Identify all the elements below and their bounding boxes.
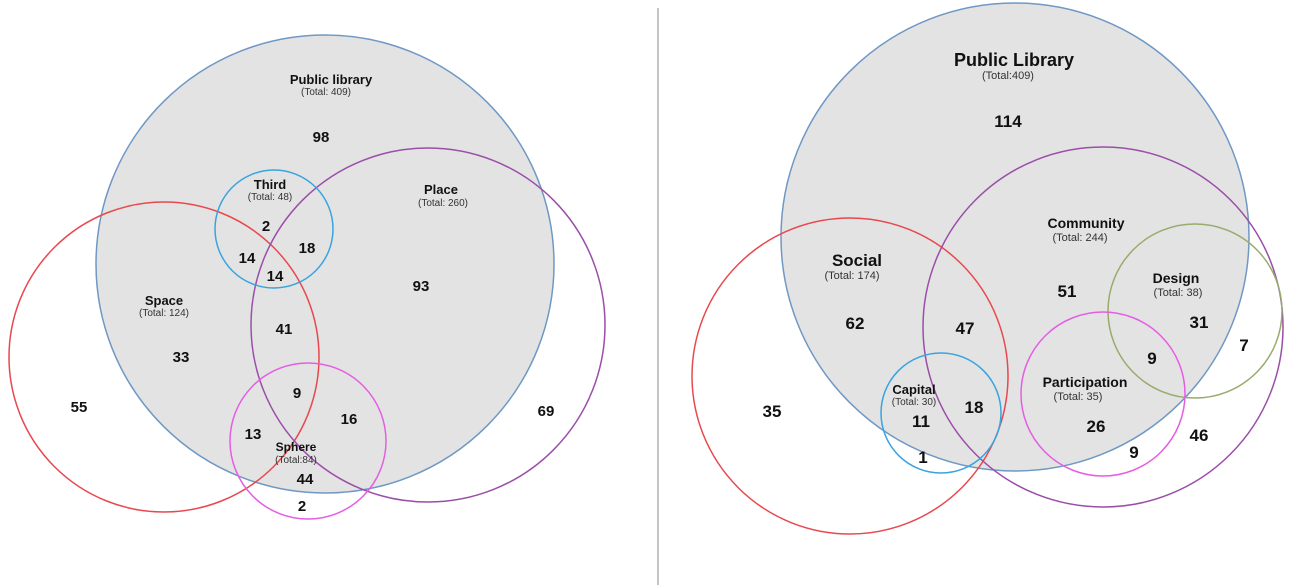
right-count-social-outside: 35 xyxy=(763,402,782,421)
left-count-third-only: 2 xyxy=(262,218,270,235)
right-public-library-total: (Total:409) xyxy=(982,70,1034,82)
left-count-space-only: 33 xyxy=(173,349,190,366)
left-count-sphere-only: 44 xyxy=(297,471,314,488)
right-public-library-circle xyxy=(780,2,1250,472)
left-venn-diagram: Public library (Total: 409) Third (Total… xyxy=(8,34,606,520)
left-public-library-total: (Total: 409) xyxy=(301,87,351,98)
left-count-place-sphere: 16 xyxy=(341,411,358,428)
right-count-capital-community: 18 xyxy=(965,398,984,417)
right-capital-label: Capital xyxy=(892,382,935,397)
right-design-label: Design xyxy=(1153,270,1200,286)
left-count-place-only: 93 xyxy=(413,278,430,295)
right-count-participation-outside: 9 xyxy=(1129,443,1138,462)
left-count-space-sphere: 13 xyxy=(245,426,262,443)
left-third-total: (Total: 48) xyxy=(248,192,292,203)
right-capital-total: (Total: 30) xyxy=(892,397,936,408)
right-capital-circle xyxy=(880,352,1002,474)
right-count-design-only: 31 xyxy=(1190,313,1209,332)
left-count-sphere-outside: 2 xyxy=(298,498,306,515)
right-venn-diagram: Public Library (Total:409) Community (To… xyxy=(691,2,1284,535)
left-count-place-outside: 69 xyxy=(538,403,555,420)
right-count-capital-outside: 1 xyxy=(918,448,927,467)
right-count-community-outside: 46 xyxy=(1190,426,1209,445)
right-count-participation-only: 26 xyxy=(1087,417,1106,436)
left-count-space-place: 41 xyxy=(276,321,293,338)
right-community-circle xyxy=(922,146,1284,508)
left-count-space-outside: 55 xyxy=(71,399,88,416)
left-space-label: Space xyxy=(145,293,183,308)
right-community-label: Community xyxy=(1048,215,1125,231)
right-participation-label: Participation xyxy=(1043,374,1128,390)
right-participation-circle xyxy=(1020,311,1186,477)
right-community-total: (Total: 244) xyxy=(1052,232,1107,244)
left-space-total: (Total: 124) xyxy=(139,308,189,319)
right-count-social-only: 62 xyxy=(846,314,865,333)
left-public-library-label: Public library xyxy=(290,72,373,87)
left-sphere-label: Sphere xyxy=(276,440,317,454)
right-count-community-only: 51 xyxy=(1058,282,1077,301)
right-social-circle xyxy=(691,217,1009,535)
right-count-social-community: 47 xyxy=(956,319,975,338)
left-count-third-space-place: 14 xyxy=(267,268,284,285)
right-count-design-participation: 9 xyxy=(1147,349,1156,368)
left-count-library-only: 98 xyxy=(313,129,330,146)
left-sphere-total: (Total:84) xyxy=(275,455,317,466)
right-design-circle xyxy=(1107,223,1283,399)
left-place-label: Place xyxy=(424,182,458,197)
right-design-total: (Total: 38) xyxy=(1154,287,1203,299)
right-count-capital-social: 11 xyxy=(912,412,930,431)
right-public-library-label: Public Library xyxy=(954,50,1074,70)
left-count-space-place-sphere: 9 xyxy=(293,385,301,402)
left-place-circle xyxy=(250,147,606,503)
left-third-label: Third xyxy=(254,177,287,192)
left-public-library-circle xyxy=(95,34,555,494)
left-sphere-circle xyxy=(229,362,387,520)
right-social-label: Social xyxy=(832,251,882,270)
left-third-circle xyxy=(214,169,334,289)
right-social-total: (Total: 174) xyxy=(824,270,879,282)
right-participation-total: (Total: 35) xyxy=(1054,391,1103,403)
left-space-circle xyxy=(8,201,320,513)
left-place-total: (Total: 260) xyxy=(418,198,468,209)
right-count-design-outside: 7 xyxy=(1239,336,1248,355)
left-count-third-space: 14 xyxy=(239,250,256,267)
right-count-library-only: 114 xyxy=(994,112,1022,131)
left-count-third-place: 18 xyxy=(299,240,316,257)
